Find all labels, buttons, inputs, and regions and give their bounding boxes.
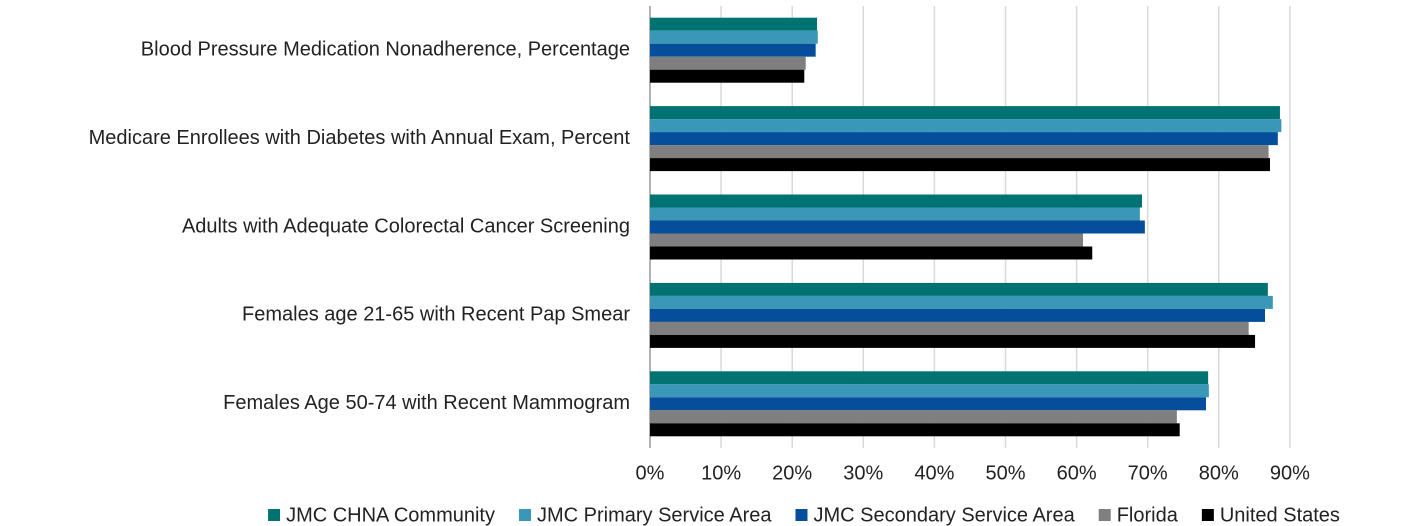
bar [650, 194, 1143, 208]
bar [650, 43, 816, 57]
legend-swatch [1098, 509, 1111, 521]
bar [650, 321, 1249, 335]
bar [650, 119, 1282, 133]
bar [650, 384, 1209, 398]
bar [650, 334, 1256, 348]
x-tick-label: 70% [1128, 462, 1168, 484]
legend-swatch [268, 509, 281, 521]
bar [650, 69, 805, 83]
bar [650, 295, 1273, 309]
bar [650, 158, 1270, 172]
legend-label: JMC Secondary Service Area [813, 504, 1075, 526]
bar [650, 56, 806, 70]
x-tick-label: 60% [1057, 462, 1097, 484]
bar [650, 246, 1093, 260]
bar [650, 233, 1083, 247]
x-tick-label: 40% [914, 462, 954, 484]
bar [650, 106, 1280, 120]
legend-swatch [518, 509, 531, 521]
legend-label: Florida [1117, 504, 1179, 526]
bar [650, 220, 1145, 234]
x-tick-label: 80% [1199, 462, 1239, 484]
legend-label: JMC Primary Service Area [537, 504, 772, 526]
x-tick-label: 10% [701, 462, 741, 484]
x-tick-label: 20% [772, 462, 812, 484]
y-tick-label: Adults with Adequate Colorectal Cancer S… [182, 215, 630, 237]
bar [650, 282, 1268, 296]
bar [650, 132, 1278, 146]
y-tick-label: Blood Pressure Medication Nonadherence, … [141, 38, 630, 60]
bar [650, 308, 1266, 322]
legend-label: United States [1220, 504, 1340, 526]
legend-swatch [1201, 509, 1214, 521]
y-tick-label: Medicare Enrollees with Diabetes with An… [89, 127, 631, 149]
bar [650, 397, 1207, 411]
bar [650, 30, 818, 44]
bar [650, 207, 1140, 221]
x-tick-label: 50% [985, 462, 1025, 484]
legend-label: JMC CHNA Community [286, 504, 495, 526]
y-tick-label: Females age 21-65 with Recent Pap Smear [242, 304, 630, 326]
y-tick-label: Females Age 50-74 with Recent Mammogram [223, 392, 630, 414]
bar [650, 423, 1180, 437]
bar [650, 410, 1177, 424]
bar [650, 17, 818, 31]
legend-swatch [795, 509, 808, 521]
x-tick-label: 90% [1270, 462, 1310, 484]
x-tick-label: 30% [843, 462, 883, 484]
bar [650, 371, 1209, 385]
x-tick-label: 0% [636, 462, 665, 484]
bar [650, 145, 1269, 159]
